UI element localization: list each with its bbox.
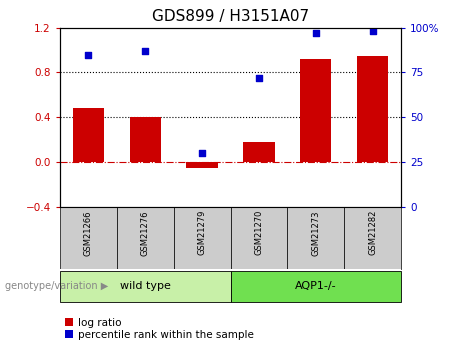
Bar bbox=[344, 207, 401, 269]
Point bbox=[142, 48, 149, 54]
Bar bbox=[357, 56, 388, 162]
Bar bbox=[287, 207, 344, 269]
Point bbox=[369, 28, 376, 34]
Point bbox=[198, 150, 206, 156]
Text: GSM21282: GSM21282 bbox=[368, 210, 377, 256]
Bar bbox=[117, 207, 174, 269]
Bar bbox=[186, 162, 218, 168]
Bar bbox=[60, 207, 117, 269]
Point bbox=[312, 30, 319, 36]
Text: GSM21273: GSM21273 bbox=[311, 210, 320, 256]
Bar bbox=[230, 207, 287, 269]
Text: AQP1-/-: AQP1-/- bbox=[295, 281, 337, 290]
Text: genotype/variation ▶: genotype/variation ▶ bbox=[5, 282, 108, 291]
Text: GSM21279: GSM21279 bbox=[198, 210, 207, 256]
Bar bbox=[243, 142, 275, 162]
Legend: log ratio, percentile rank within the sample: log ratio, percentile rank within the sa… bbox=[65, 318, 254, 340]
Text: GSM21276: GSM21276 bbox=[141, 210, 150, 256]
Point bbox=[85, 52, 92, 57]
Text: GSM21266: GSM21266 bbox=[84, 210, 93, 256]
Point bbox=[255, 75, 263, 81]
Bar bbox=[73, 108, 104, 162]
Bar bbox=[60, 271, 230, 302]
Text: GSM21270: GSM21270 bbox=[254, 210, 263, 256]
Bar bbox=[230, 271, 401, 302]
Bar bbox=[300, 59, 331, 162]
Text: wild type: wild type bbox=[120, 281, 171, 290]
Bar bbox=[174, 207, 230, 269]
Title: GDS899 / H3151A07: GDS899 / H3151A07 bbox=[152, 9, 309, 24]
Bar bbox=[130, 117, 161, 162]
